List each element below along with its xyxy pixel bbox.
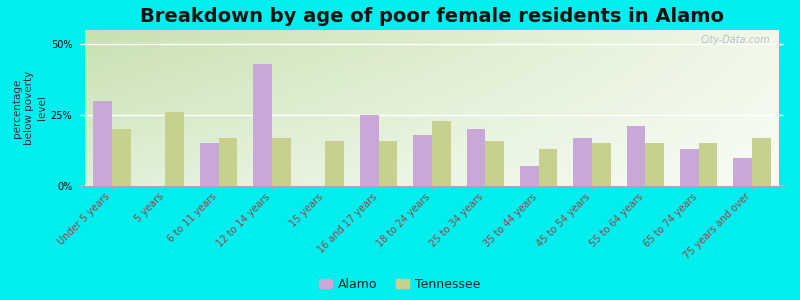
Y-axis label: percentage
below poverty
level: percentage below poverty level (12, 71, 46, 145)
Title: Breakdown by age of poor female residents in Alamo: Breakdown by age of poor female resident… (140, 7, 724, 26)
Bar (466, 129, 486, 186)
Bar (432, 121, 450, 186)
Bar (378, 141, 398, 186)
Bar (360, 115, 378, 186)
Bar (326, 141, 344, 186)
Bar (646, 143, 664, 186)
Bar (272, 138, 290, 186)
Bar (486, 141, 504, 186)
Bar (200, 143, 218, 186)
Bar (734, 158, 752, 186)
Bar (752, 138, 770, 186)
Text: City-Data.com: City-Data.com (700, 35, 770, 45)
Bar (218, 138, 238, 186)
Bar (538, 149, 558, 186)
Bar (414, 135, 432, 186)
Bar (626, 126, 646, 186)
Bar (574, 138, 592, 186)
Bar (520, 166, 538, 186)
Bar (166, 112, 184, 186)
Bar (592, 143, 610, 186)
Legend: Alamo, Tennessee: Alamo, Tennessee (319, 278, 481, 291)
Bar (94, 101, 112, 186)
Bar (112, 129, 130, 186)
Bar (254, 64, 272, 186)
Bar (698, 143, 718, 186)
Bar (680, 149, 698, 186)
